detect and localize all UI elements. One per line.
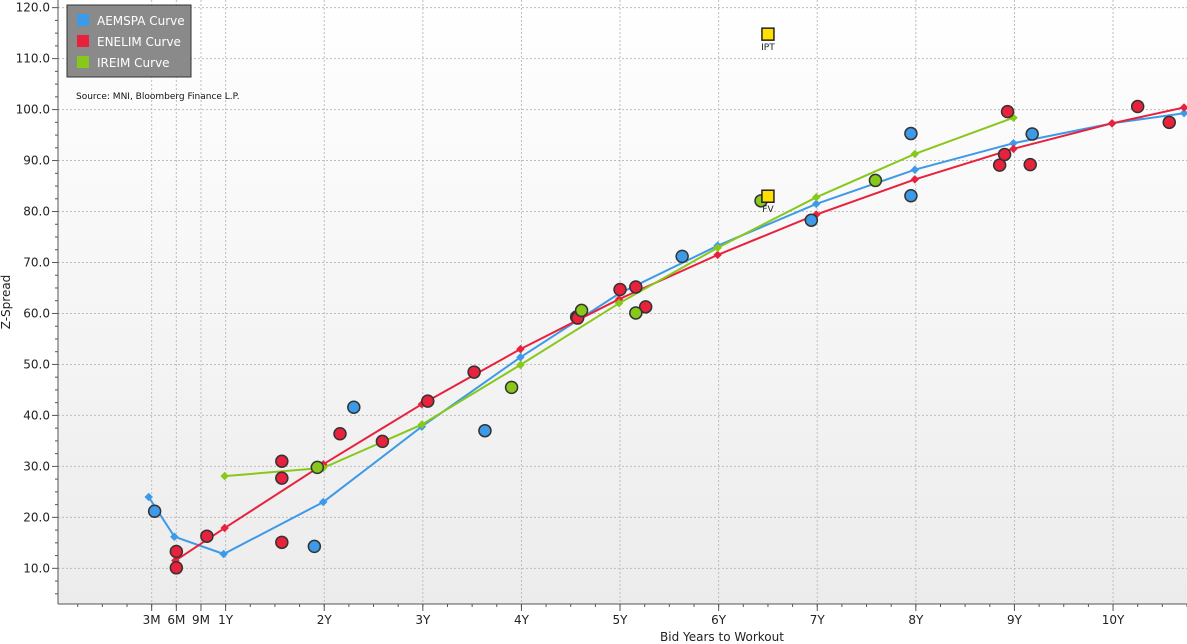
- markers: IPT FV: [761, 27, 775, 215]
- curve-point: [220, 471, 229, 481]
- axes: [57, 0, 1187, 605]
- bond-point[interactable]: [333, 427, 347, 441]
- x-tick-label: 2Y: [317, 613, 333, 627]
- x-tick-label: 6Y: [711, 613, 727, 627]
- bond-point[interactable]: [347, 400, 361, 415]
- bond-point[interactable]: [629, 306, 643, 320]
- bond-point[interactable]: [638, 300, 653, 314]
- bond-point[interactable]: [1023, 157, 1037, 172]
- x-tick-label: 3Y: [415, 613, 431, 627]
- series: [144, 99, 1187, 575]
- bond-point[interactable]: [1130, 99, 1145, 114]
- legend-label-enelim: ENELIM Curve: [97, 35, 181, 49]
- y-ticks: 10.0 20.0 30.0 40.0 50.0 60.0 70.0 80.0 90.0 100.…: [16, 1, 58, 595]
- curve-point: [144, 492, 153, 502]
- bond-point[interactable]: [997, 147, 1012, 162]
- y-tick-label: 90.0: [23, 154, 50, 168]
- x-tick-label: 8Y: [908, 613, 924, 627]
- y-tick-label: 110.0: [16, 52, 50, 66]
- x-tick-label: 1Y: [218, 613, 234, 627]
- source-note: Source: MNI, Bloomberg Finance L.P.: [76, 92, 240, 102]
- x-tick-label: 10Y: [1102, 613, 1125, 627]
- marker-fv[interactable]: [761, 189, 775, 203]
- bond-point[interactable]: [307, 539, 322, 554]
- bond-point[interactable]: [904, 188, 918, 203]
- legend: AEMSPA Curve ENELIM Curve IREIM Curve: [66, 4, 192, 78]
- y-tick-label: 40.0: [23, 408, 50, 422]
- curve-point: [417, 420, 427, 429]
- x-tick-label: 9M: [192, 613, 210, 627]
- bond-point[interactable]: [1162, 115, 1177, 130]
- x-tick-label: 7Y: [810, 613, 826, 627]
- y-axis-title: Z-Spread: [0, 275, 13, 330]
- bond-point[interactable]: [169, 544, 184, 559]
- bond-point[interactable]: [200, 529, 214, 543]
- x-tick-label: 4Y: [514, 613, 530, 627]
- y-tick-label: 100.0: [16, 103, 50, 117]
- bond-point[interactable]: [804, 213, 819, 227]
- legend-swatch-aemspa: [77, 14, 89, 26]
- marker-label-ipt: IPT: [761, 43, 775, 53]
- bond-point[interactable]: [1000, 104, 1015, 119]
- bond-point[interactable]: [478, 423, 492, 438]
- curve-point: [516, 360, 525, 370]
- bond-point[interactable]: [992, 158, 1007, 172]
- marker-label-fv: FV: [762, 205, 774, 215]
- bond-point[interactable]: [1025, 127, 1039, 141]
- curve-point: [516, 353, 525, 362]
- y-tick-label: 20.0: [23, 510, 50, 524]
- bond-point[interactable]: [421, 394, 435, 408]
- x-tick-label: 5Y: [613, 613, 629, 627]
- y-tick-label: 10.0: [23, 561, 50, 575]
- y-tick-label: 60.0: [23, 306, 50, 320]
- bond-point[interactable]: [275, 471, 289, 485]
- bond-point[interactable]: [629, 280, 643, 294]
- y-tick-label: 30.0: [23, 459, 50, 473]
- bond-point[interactable]: [904, 126, 918, 141]
- y-tick-label: 70.0: [23, 255, 50, 269]
- legend-swatch-enelim: [77, 35, 89, 47]
- bond-point[interactable]: [868, 173, 883, 188]
- legend-swatch-ireim: [77, 56, 89, 68]
- x-tick-label: 9Y: [1007, 613, 1023, 627]
- y-tick-label: 80.0: [23, 205, 50, 219]
- grid: [58, 0, 1187, 604]
- bond-point[interactable]: [275, 454, 289, 469]
- bond-point[interactable]: [310, 460, 325, 475]
- bond-point[interactable]: [613, 282, 627, 297]
- legend-label-aemspa: AEMSPA Curve: [97, 14, 185, 28]
- bond-point[interactable]: [504, 380, 519, 395]
- x-axis-title: Bid Years to Workout: [660, 630, 784, 644]
- curve-line: [174, 106, 1185, 562]
- marker-ipt[interactable]: [761, 27, 775, 41]
- bond-point[interactable]: [675, 249, 689, 264]
- bond-point[interactable]: [169, 561, 184, 575]
- bond-point[interactable]: [375, 434, 390, 449]
- x-ticks: 3M 6M 9M 1Y 2Y 3Y 4Y 5Y 6Y 7Y 8Y 9Y 10Y: [77, 604, 1187, 627]
- y-tick-label: 120.0: [16, 1, 50, 15]
- curve-point: [614, 299, 624, 308]
- series-enelim-curve: [171, 103, 1187, 565]
- curve-point: [318, 497, 328, 507]
- bond-point[interactable]: [275, 535, 289, 550]
- bond-point[interactable]: [467, 365, 481, 379]
- x-tick-label: 3M: [143, 613, 161, 627]
- y-tick-label: 50.0: [23, 357, 50, 371]
- curve-point: [516, 344, 525, 354]
- bond-point[interactable]: [574, 303, 589, 318]
- bond-point[interactable]: [147, 504, 162, 518]
- x-tick-label: 6M: [167, 613, 185, 627]
- legend-label-ireim: IREIM Curve: [97, 56, 170, 70]
